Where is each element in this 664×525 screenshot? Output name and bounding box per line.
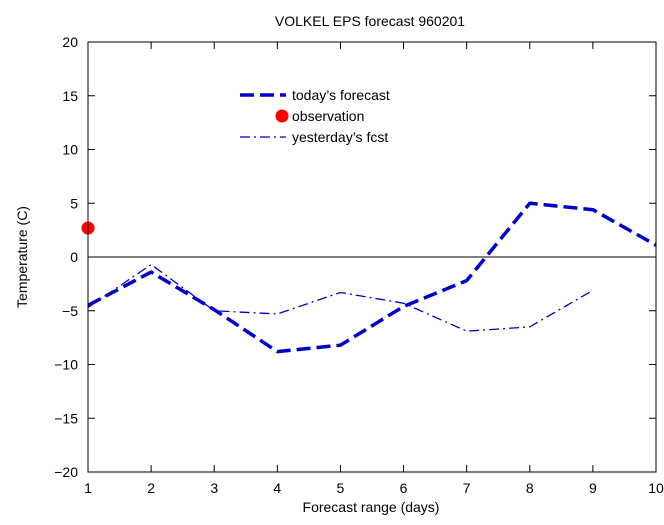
x-tick-label: 2 (147, 480, 155, 496)
y-axis-label: Temperature (C) (14, 206, 30, 308)
chart-title: VOLKEL EPS forecast 960201 (275, 13, 465, 29)
x-tick-label: 4 (273, 480, 281, 496)
legend-swatch-observation (275, 109, 289, 123)
y-tick-label: 5 (70, 195, 78, 211)
legend-label-yesterdays-fcst: yesterday’s fcst (292, 129, 388, 145)
x-tick-label: 3 (210, 480, 218, 496)
x-tick-label: 8 (526, 480, 534, 496)
y-tick-label: 20 (62, 34, 78, 50)
x-tick-label: 1 (84, 480, 92, 496)
plot-marks (81, 201, 657, 354)
y-tick-label: −15 (54, 410, 78, 426)
x-tick-label: 9 (589, 480, 597, 496)
legend-label-observation: observation (292, 108, 364, 124)
y-tick-label: 0 (70, 249, 78, 265)
legend-label-todays-forecast: today’s forecast (292, 87, 390, 103)
y-tick-label: −5 (62, 303, 78, 319)
x-tick-label: 5 (337, 480, 345, 496)
series-line-yesterday-s-fcst (87, 263, 594, 332)
x-tick-label: 10 (648, 480, 664, 496)
x-tick-label: 7 (463, 480, 471, 496)
legend: today’s forecast observation yesterday’s… (240, 87, 390, 145)
axis-ticks: 1 2 3 4 5 6 7 8 9 10 −20 −15 −10 −5 0 5 10 15 20 (54, 34, 664, 496)
y-tick-label: −20 (54, 464, 78, 480)
y-tick-label: 15 (62, 88, 78, 104)
x-tick-label: 6 (400, 480, 408, 496)
series-line-today-s-forecast (87, 201, 657, 354)
y-tick-label: −10 (54, 357, 78, 373)
y-tick-label: 10 (62, 142, 78, 158)
x-axis-label: Forecast range (days) (303, 499, 440, 515)
